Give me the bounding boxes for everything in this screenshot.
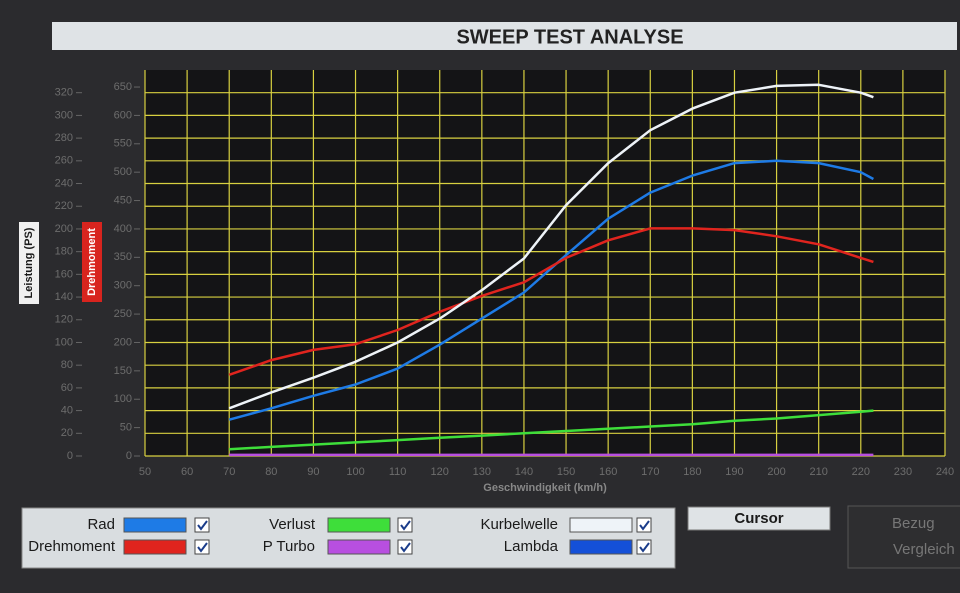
legend-checkbox[interactable] (636, 539, 652, 555)
x-tick-label: 100 (346, 466, 364, 478)
legend-label: Rad (87, 516, 115, 533)
y2-tick-label: 200 (114, 336, 132, 348)
y-tick-label: 20 (61, 427, 73, 439)
series-line (229, 409, 874, 451)
x-tick-label: 50 (139, 466, 151, 478)
y-tick-label: 220 (55, 200, 73, 212)
x-tick-label: 160 (599, 466, 617, 478)
series-line (228, 159, 874, 421)
x-tick-label: 140 (515, 466, 533, 478)
legend-label: Verlust (269, 516, 316, 533)
y2-tick-label: 650 (114, 81, 132, 93)
legend: Rad Drehmoment Verlust P Turbo Kurbelwelle La… (28, 516, 652, 555)
legend-label: Lambda (504, 538, 559, 555)
compare-label: Vergleich (893, 541, 955, 558)
y-tick-label: 140 (55, 291, 73, 303)
checkmark (639, 542, 650, 553)
x-tick-label: 70 (223, 466, 235, 478)
x-tick-label: 110 (389, 466, 407, 478)
y2-tick-label: 300 (114, 280, 132, 292)
y-tick-label: 160 (55, 268, 73, 280)
legend-checkbox[interactable] (397, 539, 413, 555)
y-tick-label: 200 (55, 223, 73, 235)
y2-tick-label: 150 (114, 365, 132, 377)
x-axis-label: Geschwindigkeit (km/h) (483, 482, 607, 494)
y2-tick-label: 100 (114, 393, 132, 405)
x-tick-label: 240 (936, 466, 954, 478)
x-tick-label: 220 (852, 466, 870, 478)
y-tick-label: 0 (67, 450, 73, 462)
legend-swatch (569, 517, 633, 533)
y2-tick-label: 450 (114, 194, 132, 206)
chart-title: SWEEP TEST ANALYSE (456, 26, 683, 48)
y2-label-box (82, 222, 102, 302)
legend-swatch (569, 539, 633, 555)
y2-tick-label: 0 (126, 450, 132, 462)
legend-checkbox[interactable] (194, 517, 210, 533)
legend-checkbox[interactable] (397, 517, 413, 533)
y2-tick-label: 50 (120, 422, 132, 434)
y-tick-label: 60 (61, 382, 73, 394)
y-tick-label: 320 (55, 87, 73, 99)
y-tick-label: 240 (55, 177, 73, 189)
legend-swatch (123, 517, 187, 533)
series-line (228, 227, 874, 376)
x-tick-label: 210 (810, 466, 828, 478)
y-tick-label: 180 (55, 246, 73, 258)
compare-label: Bezug (892, 515, 935, 532)
cursor-button-label[interactable]: Cursor (734, 510, 783, 527)
legend-label: P Turbo (263, 538, 315, 555)
y-tick-label: 280 (55, 132, 73, 144)
y2-tick-label: 550 (114, 138, 132, 150)
x-tick-label: 200 (767, 466, 785, 478)
checkmark (639, 520, 650, 531)
x-tick-label: 150 (557, 466, 575, 478)
axes: 50 60 70 80 90 100 110 120 130 140 150 160 170 180 190… (55, 81, 955, 478)
checkmark (197, 520, 208, 531)
y-tick-label: 120 (55, 314, 73, 326)
cursor-button[interactable] (687, 506, 831, 531)
compare-panel (847, 505, 960, 569)
legend-label: Kurbelwelle (480, 516, 558, 533)
y2-tick-label: 500 (114, 166, 132, 178)
x-tick-label: 80 (265, 466, 277, 478)
y2-tick-label: 400 (114, 223, 132, 235)
y-tick-label: 40 (61, 404, 73, 416)
legend-swatch (123, 539, 187, 555)
checkmark (400, 542, 411, 553)
y-tick-label: 300 (55, 109, 73, 121)
x-tick-label: 170 (641, 466, 659, 478)
y-axis-label: Leistung (PS) (23, 227, 35, 298)
x-tick-label: 130 (473, 466, 491, 478)
legend-panel (21, 507, 676, 569)
y-tick-label: 260 (55, 155, 73, 167)
legend-swatch (327, 539, 391, 555)
plot-area (145, 70, 945, 456)
y2-axis-label: Drehmoment (86, 228, 98, 296)
x-tick-label: 230 (894, 466, 912, 478)
y-label-box (19, 222, 39, 304)
grid (144, 70, 946, 457)
y-tick-label: 100 (55, 336, 73, 348)
legend-label: Drehmoment (28, 538, 116, 555)
checkmark (400, 520, 411, 531)
x-tick-label: 180 (683, 466, 701, 478)
legend-checkbox[interactable] (636, 517, 652, 533)
x-tick-label: 120 (431, 466, 449, 478)
y-tick-label: 80 (61, 359, 73, 371)
y2-tick-label: 600 (114, 109, 132, 121)
x-tick-label: 60 (181, 466, 193, 478)
x-tick-label: 90 (307, 466, 319, 478)
checkmark (197, 542, 208, 553)
series-line (228, 83, 874, 410)
legend-swatch (327, 517, 391, 533)
x-tick-label: 190 (725, 466, 743, 478)
y2-tick-label: 350 (114, 251, 132, 263)
title-bar (52, 22, 957, 50)
y2-tick-label: 250 (114, 308, 132, 320)
lines (228, 83, 874, 457)
legend-checkbox[interactable] (194, 539, 210, 555)
